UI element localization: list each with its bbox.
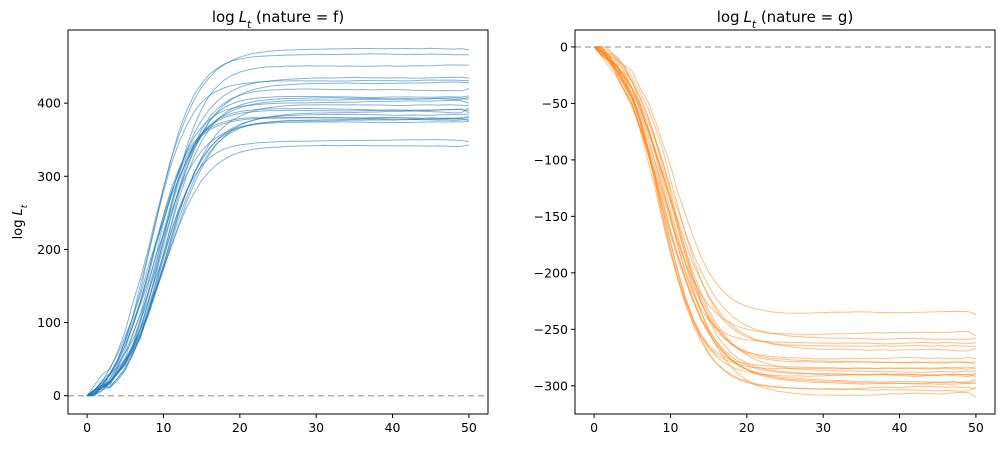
series-line-12 xyxy=(593,46,977,376)
y-tick-label: −300 xyxy=(534,378,568,393)
chart-title: log Lt (nature = f) xyxy=(212,8,344,31)
series-line-13 xyxy=(86,108,469,397)
series-line-11 xyxy=(593,46,976,373)
y-tick-label: −50 xyxy=(542,96,568,111)
series-line-15 xyxy=(593,46,977,383)
series-line-12 xyxy=(86,107,470,397)
series-line-19 xyxy=(86,118,470,397)
series-line-14 xyxy=(87,108,470,397)
x-tick-label: 20 xyxy=(739,420,755,435)
chart-panel-g: 0 10 20 30 40 50 0 −50 −100 −150 −200 −250 −300 log Lt… xyxy=(534,8,996,435)
y-tick-label: 0 xyxy=(560,39,568,54)
series-line-0 xyxy=(86,47,469,396)
series-line-1 xyxy=(593,46,977,337)
series-line-3 xyxy=(594,45,976,345)
y-tick-label: −200 xyxy=(534,265,568,280)
series-line-0 xyxy=(593,46,977,316)
x-tick-label: 50 xyxy=(968,420,984,435)
series-line-7 xyxy=(86,95,469,397)
x-tick-label: 30 xyxy=(815,420,831,435)
series-line-9 xyxy=(86,97,470,397)
series-line-19 xyxy=(593,46,977,390)
series-line-4 xyxy=(594,46,976,347)
y-tick-label: −250 xyxy=(534,322,568,337)
series-line-2 xyxy=(593,46,976,340)
series-line-7 xyxy=(593,46,976,364)
series-line-8 xyxy=(594,46,977,365)
x-tick-label: 10 xyxy=(663,420,679,435)
series-line-16 xyxy=(86,115,470,397)
chart-panel-f: 0 10 20 30 40 50 0 100 200 300 400 log Lt (nature = … xyxy=(11,8,489,435)
y-tick-label: −100 xyxy=(534,152,568,167)
series-line-17 xyxy=(593,46,976,385)
series-line-10 xyxy=(593,46,977,370)
y-tick-label: −150 xyxy=(534,209,568,224)
plot-frame xyxy=(574,29,996,415)
series-line-10 xyxy=(86,99,470,397)
series-line-17 xyxy=(86,116,469,397)
y-tick-label: 300 xyxy=(37,169,61,184)
series-line-15 xyxy=(86,113,469,397)
chart-title: log Lt (nature = g) xyxy=(717,8,854,31)
series-line-14 xyxy=(593,46,977,378)
x-tick-label: 0 xyxy=(590,420,598,435)
y-tick-label: 200 xyxy=(37,242,61,257)
x-tick-label: 30 xyxy=(308,420,324,435)
series-line-9 xyxy=(594,46,977,370)
plot-frame xyxy=(67,29,489,415)
series-line-3 xyxy=(86,76,469,397)
series-line-22 xyxy=(86,144,470,397)
series-line-18 xyxy=(593,46,977,392)
series-line-13 xyxy=(593,46,977,378)
x-tick-label: 40 xyxy=(385,420,401,435)
series-group xyxy=(593,45,977,398)
y-tick-label: 100 xyxy=(37,315,61,330)
series-line-5 xyxy=(593,46,977,352)
series-line-20 xyxy=(593,46,977,398)
x-tick-label: 40 xyxy=(892,420,908,435)
series-line-11 xyxy=(86,104,469,397)
series-line-4 xyxy=(86,79,469,397)
x-tick-label: 0 xyxy=(83,420,91,435)
series-line-18 xyxy=(86,118,469,397)
x-tick-label: 50 xyxy=(461,420,477,435)
series-line-5 xyxy=(86,81,469,397)
series-line-6 xyxy=(593,46,976,360)
series-group xyxy=(86,47,470,397)
y-axis-label: logLt xyxy=(11,204,30,239)
series-line-8 xyxy=(86,96,470,397)
series-line-20 xyxy=(86,120,469,397)
series-line-16 xyxy=(593,46,977,385)
y-tick-label: 0 xyxy=(53,388,61,403)
y-tick-label: 400 xyxy=(37,96,61,111)
x-tick-label: 20 xyxy=(232,420,248,435)
series-line-6 xyxy=(87,88,470,397)
x-tick-label: 10 xyxy=(156,420,172,435)
series-line-21 xyxy=(87,139,470,397)
